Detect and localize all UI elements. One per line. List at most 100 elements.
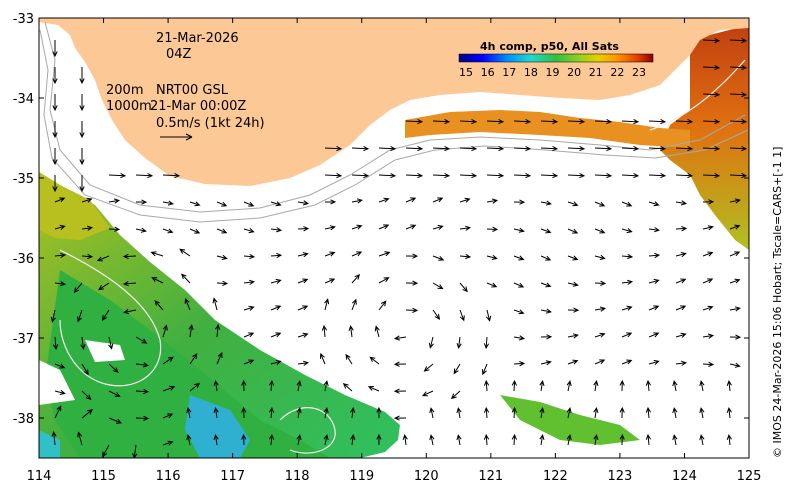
current-arrow <box>540 145 559 152</box>
current-arrow <box>726 379 732 392</box>
current-arrow <box>513 118 532 125</box>
current-arrow <box>216 201 228 207</box>
current-arrow <box>405 224 417 230</box>
current-arrow <box>73 282 83 294</box>
x-tick-label: 122 <box>543 469 568 484</box>
sst-cloud-gap <box>85 340 125 362</box>
current-arrow <box>539 433 545 446</box>
current-arrow <box>513 199 526 205</box>
scale-arrow-label: 0.5m/s (1kt 24h) <box>156 116 265 131</box>
current-arrow <box>672 380 678 392</box>
current-arrow <box>405 118 424 125</box>
current-arrow <box>702 225 714 231</box>
current-arrow <box>675 226 688 232</box>
current-arrow <box>675 360 688 366</box>
current-arrow <box>540 334 553 340</box>
current-arrow <box>432 309 441 320</box>
current-arrow <box>108 172 127 179</box>
current-arrow <box>108 363 119 373</box>
isotherm-east <box>649 59 746 131</box>
current-arrow <box>432 172 451 179</box>
current-arrow <box>405 253 419 259</box>
current-arrow <box>216 254 228 260</box>
current-arrow <box>513 172 532 179</box>
current-arrow <box>52 67 58 85</box>
current-arrow <box>729 224 741 230</box>
current-arrow <box>539 379 545 392</box>
current-arrow <box>594 172 613 179</box>
current-arrow <box>567 333 579 339</box>
colorbar-tick-label: 22 <box>610 66 624 79</box>
current-arrow <box>621 253 634 260</box>
current-arrow <box>459 309 465 322</box>
current-arrow <box>351 298 357 311</box>
y-tick-label: -34 <box>13 92 34 107</box>
current-arrow <box>241 406 247 419</box>
current-arrow <box>324 225 336 231</box>
current-arrow <box>486 254 498 260</box>
current-arrow <box>540 172 559 179</box>
current-arrow <box>729 145 748 152</box>
current-arrow <box>513 255 525 261</box>
current-vector-field <box>50 37 748 458</box>
current-arrow <box>675 252 687 258</box>
current-arrow <box>243 279 256 285</box>
x-tick-label: 116 <box>156 469 181 484</box>
current-arrow <box>567 359 579 365</box>
current-arrow <box>189 228 201 234</box>
current-arrow <box>81 390 92 401</box>
current-arrow <box>135 415 150 421</box>
colorbar-tick-label: 20 <box>567 66 581 79</box>
current-arrow <box>567 228 579 234</box>
current-arrow <box>594 332 606 338</box>
current-arrow <box>297 252 309 258</box>
current-arrow <box>621 228 633 234</box>
colorbar-ticks: 15 16 17 18 19 20 21 22 23 <box>459 66 646 79</box>
current-arrow <box>213 433 219 446</box>
current-arrow <box>482 363 488 376</box>
current-arrow <box>323 407 329 419</box>
current-arrow <box>619 433 625 446</box>
current-arrow <box>79 67 85 85</box>
current-arrow <box>324 298 330 311</box>
current-arrow <box>675 332 687 338</box>
current-arrow <box>621 332 633 338</box>
sst-coastal-strip <box>405 110 690 148</box>
current-arrow <box>348 324 354 338</box>
current-arrow <box>270 201 282 207</box>
product-time: 21-Mar 00:00Z <box>150 99 246 114</box>
colorbar-tick-label: 18 <box>524 66 538 79</box>
current-arrow <box>54 363 66 369</box>
current-arrow <box>52 121 58 139</box>
current-arrow <box>567 307 580 313</box>
current-arrow <box>350 433 356 446</box>
current-arrow <box>729 306 741 312</box>
current-arrow <box>702 251 714 257</box>
current-arrow <box>162 413 174 419</box>
current-arrow <box>162 172 181 179</box>
current-arrow <box>296 407 302 419</box>
x-tick-label: 117 <box>220 469 245 484</box>
current-arrow <box>351 198 363 204</box>
current-arrow <box>405 280 419 286</box>
current-arrow <box>215 323 221 338</box>
isotherm-sw <box>59 249 162 387</box>
current-arrow <box>459 253 472 260</box>
current-arrow <box>79 148 85 166</box>
current-arrow <box>540 118 559 125</box>
colorbar-title: 4h comp, p50, All Sats <box>480 40 619 53</box>
current-arrow <box>702 305 714 311</box>
current-arrow <box>513 282 525 288</box>
current-arrow <box>216 280 229 286</box>
current-arrow <box>52 336 59 351</box>
current-arrow <box>567 281 579 287</box>
x-tick-label: 124 <box>672 469 697 484</box>
current-arrow <box>702 91 721 98</box>
current-arrow <box>729 362 741 368</box>
current-arrow <box>621 279 634 285</box>
current-arrow <box>539 406 545 419</box>
current-arrow <box>675 118 694 125</box>
current-arrow <box>405 172 424 179</box>
current-arrow <box>486 118 505 125</box>
current-arrow <box>513 335 526 341</box>
